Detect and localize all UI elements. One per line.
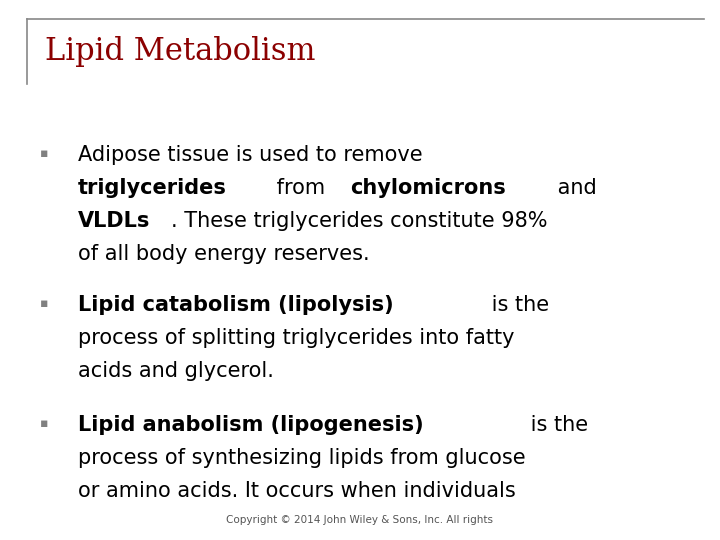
Text: of all body energy reserves.: of all body energy reserves.	[78, 244, 369, 264]
Text: Adipose tissue is used to remove: Adipose tissue is used to remove	[78, 145, 429, 165]
Text: is the: is the	[485, 295, 549, 315]
Text: and: and	[551, 178, 596, 198]
Text: process of synthesizing lipids from glucose: process of synthesizing lipids from gluc…	[78, 448, 526, 468]
Text: Lipid Metabolism: Lipid Metabolism	[45, 36, 315, 67]
Text: ▪: ▪	[40, 297, 48, 310]
Text: chylomicrons: chylomicrons	[350, 178, 505, 198]
Text: is the: is the	[524, 415, 588, 435]
Text: or amino acids. It occurs when individuals: or amino acids. It occurs when individua…	[78, 481, 516, 501]
Text: ▪: ▪	[40, 417, 48, 430]
Text: acids and glycerol.: acids and glycerol.	[78, 361, 274, 381]
Text: Copyright © 2014 John Wiley & Sons, Inc. All rights: Copyright © 2014 John Wiley & Sons, Inc.…	[227, 515, 493, 525]
Text: . These triglycerides constitute 98%: . These triglycerides constitute 98%	[171, 211, 548, 231]
Text: triglycerides: triglycerides	[78, 178, 227, 198]
Text: Lipid catabolism (lipolysis): Lipid catabolism (lipolysis)	[78, 295, 394, 315]
Text: VLDLs: VLDLs	[78, 211, 150, 231]
Text: ▪: ▪	[40, 147, 48, 160]
Text: from: from	[270, 178, 332, 198]
Text: Lipid anabolism (lipogenesis): Lipid anabolism (lipogenesis)	[78, 415, 423, 435]
Text: process of splitting triglycerides into fatty: process of splitting triglycerides into …	[78, 328, 515, 348]
